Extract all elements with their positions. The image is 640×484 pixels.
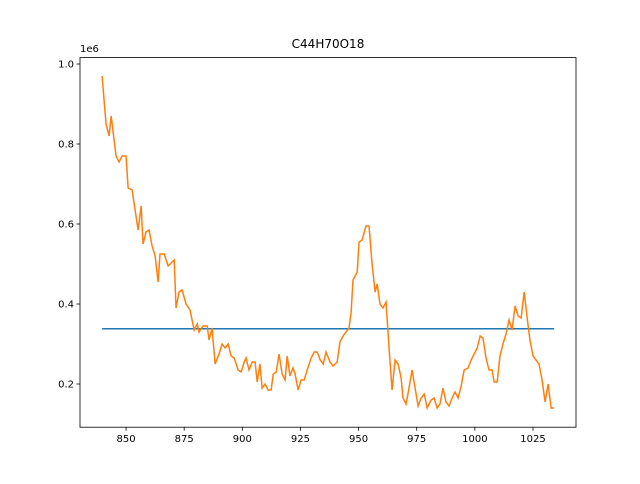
plot-frame: [79, 57, 577, 428]
x-tick-label: 850: [116, 434, 135, 445]
y-tick-label: 0.8: [58, 140, 74, 151]
data-line: [101, 75, 555, 411]
y-tick-label: 0.2: [58, 380, 74, 391]
x-tick-label: 1000: [462, 434, 487, 445]
x-tick-label: 1025: [520, 434, 545, 445]
x-tick-label: 875: [175, 434, 194, 445]
x-tick-label: 975: [407, 434, 426, 445]
y-offset-label: 1e6: [80, 44, 99, 55]
x-tick-label: 950: [349, 434, 368, 445]
y-tick-label: 0.6: [58, 220, 74, 231]
chart-title: C44H70O18: [292, 37, 365, 51]
y-tick-label: 1.0: [58, 60, 74, 71]
y-tick-label: 0.4: [58, 300, 74, 311]
x-tick-label: 925: [291, 434, 310, 445]
x-tick-label: 900: [233, 434, 252, 445]
